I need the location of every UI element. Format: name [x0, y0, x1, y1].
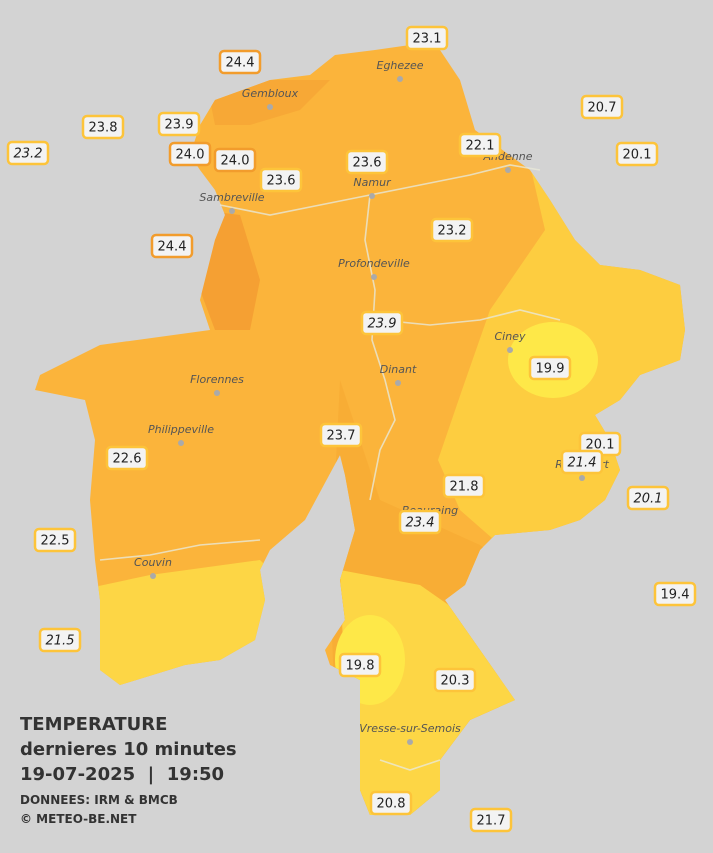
- station-box: [259, 167, 303, 193]
- station-value: 22.6: [113, 452, 142, 467]
- town-dot: [267, 104, 273, 110]
- station-value: 19.4: [661, 588, 690, 603]
- town-label: Gembloux: [242, 87, 299, 100]
- station-box: [528, 355, 572, 381]
- town-dot: [178, 440, 184, 446]
- station-value: 20.8: [377, 797, 406, 812]
- town-dot: [371, 274, 377, 280]
- town-label: Couvin: [134, 556, 172, 569]
- stations: 23.1 24.4 23.8 23.9 23.2 24.0 24.0 23.6 23.6 22.1…: [6, 25, 697, 833]
- station-value: 23.4: [406, 516, 435, 531]
- town-label: Philippeville: [148, 423, 214, 436]
- station-value: 20.7: [588, 101, 617, 116]
- station-value: 22.5: [41, 534, 70, 549]
- station-box: [6, 140, 50, 166]
- station-value: 23.1: [413, 32, 442, 47]
- station-box: [105, 445, 149, 471]
- credit: © METEO-BE.NET: [20, 812, 137, 826]
- station-value: 20.1: [586, 438, 615, 453]
- town-dot: [397, 76, 403, 82]
- station-value: 19.9: [536, 362, 565, 377]
- station-value: 22.1: [466, 139, 495, 154]
- station-box: [469, 807, 513, 833]
- station-box: [405, 25, 449, 51]
- station-value: 21.7: [477, 814, 506, 829]
- station-value: 21.5: [46, 634, 75, 649]
- station-box: [615, 141, 659, 167]
- town-dot: [229, 208, 235, 214]
- station-box: [345, 149, 389, 175]
- station-box: [458, 132, 502, 158]
- station-value: 23.2: [438, 224, 467, 239]
- town-dot: [505, 167, 511, 173]
- subtitle: dernieres 10 minutes: [20, 739, 237, 760]
- rivers: [99, 164, 561, 771]
- station-box: [157, 111, 201, 137]
- station-value: 20.3: [441, 674, 470, 689]
- station-box: [433, 667, 477, 693]
- station-value: 24.0: [221, 154, 250, 169]
- station-box: [653, 581, 697, 607]
- station-box: [442, 473, 486, 499]
- station-value: 24.0: [176, 148, 205, 163]
- town-dot: [507, 347, 513, 353]
- datetime: 19-07-2025 | 19:50: [20, 764, 224, 785]
- station-box: [398, 509, 442, 535]
- station-value: 21.4: [568, 456, 597, 471]
- station-box: [560, 449, 604, 475]
- station-box: [338, 652, 382, 678]
- station-box: [319, 422, 363, 448]
- station-box: [626, 485, 670, 511]
- station-box: [38, 627, 82, 653]
- town-label: Profondeville: [338, 257, 410, 270]
- station-box: [213, 147, 257, 173]
- station-value: 20.1: [623, 148, 652, 163]
- station-box: [150, 233, 194, 259]
- station-box: [168, 141, 212, 167]
- station-value: 23.9: [368, 317, 397, 332]
- town-label: Ciney: [495, 330, 526, 343]
- town-dot: [214, 390, 220, 396]
- town-dot: [150, 573, 156, 579]
- station-box: [430, 217, 474, 243]
- town-dot: [579, 475, 585, 481]
- station-value: 23.8: [89, 121, 118, 136]
- town-label: Vresse-sur-Semois: [359, 722, 461, 735]
- station-box: [369, 790, 413, 816]
- station-box: [33, 527, 77, 553]
- station-value: 21.8: [450, 480, 479, 495]
- town-label: Sambreville: [199, 191, 264, 204]
- station-value: 23.6: [353, 156, 382, 171]
- town-dot: [369, 193, 375, 199]
- station-value: 23.6: [267, 174, 296, 189]
- town-dot: [395, 380, 401, 386]
- station-value: 19.8: [346, 659, 375, 674]
- station-box: [580, 94, 624, 120]
- town-label: Florennes: [190, 373, 244, 386]
- town-label: Dinant: [380, 363, 417, 376]
- town-label: Namur: [353, 176, 392, 189]
- station-value: 23.7: [327, 429, 356, 444]
- source: DONNEES: IRM & BMCB: [20, 793, 178, 807]
- station-box: [360, 310, 404, 336]
- station-box: [81, 114, 125, 140]
- station-value: 24.4: [226, 56, 255, 71]
- station-value: 24.4: [158, 240, 187, 255]
- station-value: 20.1: [634, 492, 663, 507]
- station-value: 23.2: [14, 147, 43, 162]
- town-label: Eghezee: [377, 59, 424, 72]
- town-dot: [407, 739, 413, 745]
- station-box: [218, 49, 262, 75]
- title: TEMPERATURE: [20, 714, 167, 735]
- station-value: 23.9: [165, 118, 194, 133]
